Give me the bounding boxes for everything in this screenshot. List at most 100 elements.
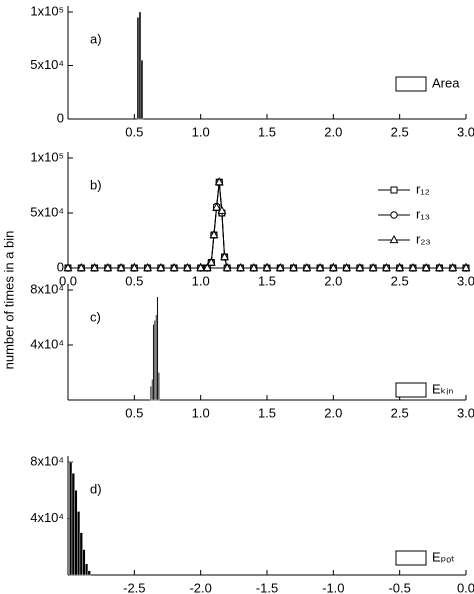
x-tick-label: -2.0 xyxy=(189,580,211,594)
x-tick-label: 1.0 xyxy=(192,405,210,420)
x-tick-label: -1.0 xyxy=(322,580,344,594)
marker xyxy=(275,262,285,272)
marker xyxy=(236,262,245,272)
x-tick-label: 3.0 xyxy=(457,273,474,288)
legend-label: r₂₃ xyxy=(416,231,431,246)
legend-label: r₁₂ xyxy=(416,181,430,196)
marker xyxy=(222,262,232,272)
marker xyxy=(169,262,179,272)
marker xyxy=(381,262,391,272)
marker xyxy=(116,262,126,272)
line xyxy=(68,182,466,269)
y-tick-label: 4x10⁴ xyxy=(30,510,64,525)
marker xyxy=(315,262,325,272)
marker xyxy=(129,262,139,272)
marker xyxy=(202,262,212,272)
panel-label: b) xyxy=(90,177,102,192)
bar xyxy=(77,511,81,576)
marker xyxy=(196,262,206,272)
marker xyxy=(143,262,153,272)
x-tick-label: -2.5 xyxy=(123,580,145,594)
bar xyxy=(158,372,160,401)
line xyxy=(68,182,466,269)
marker xyxy=(262,262,272,272)
marker xyxy=(206,257,216,266)
marker xyxy=(342,262,352,272)
marker xyxy=(214,177,224,186)
x-tick-label: 2.0 xyxy=(324,273,342,288)
line xyxy=(68,182,466,269)
marker xyxy=(103,262,113,272)
x-tick-label: 1.0 xyxy=(192,273,210,288)
x-tick-label: 0.5 xyxy=(125,124,143,139)
marker xyxy=(389,234,399,244)
y-tick-label: 1x10⁵ xyxy=(30,149,64,164)
x-tick-label: 2.5 xyxy=(391,124,409,139)
legend-label: Area xyxy=(432,75,460,90)
marker xyxy=(461,262,471,272)
bar xyxy=(138,11,142,120)
bar xyxy=(79,532,83,576)
x-tick-label: 0.0 xyxy=(457,580,474,594)
marker xyxy=(328,262,338,272)
x-tick-label: 1.5 xyxy=(258,124,276,139)
panel-label: a) xyxy=(90,31,102,46)
x-tick-label: 3.0 xyxy=(457,405,474,420)
bar xyxy=(87,570,91,576)
y-tick-label: 1x10⁵ xyxy=(30,3,64,18)
marker xyxy=(302,262,312,272)
marker xyxy=(435,262,444,272)
x-tick-label: 1.0 xyxy=(192,124,210,139)
marker xyxy=(421,262,431,272)
y-tick-label: 8x10⁴ xyxy=(30,453,64,468)
legend-swatch xyxy=(395,382,427,398)
y-tick-label: 8x10⁴ xyxy=(30,281,64,296)
bar xyxy=(71,473,75,576)
y-tick-label: 5x10⁴ xyxy=(30,204,64,219)
y-tick-label: 0 xyxy=(57,110,64,125)
bar xyxy=(82,549,86,576)
x-tick-label: -1.5 xyxy=(256,580,278,594)
marker xyxy=(395,262,405,272)
bar xyxy=(74,490,78,576)
marker xyxy=(368,262,378,272)
x-tick-label: 1.5 xyxy=(258,273,276,288)
x-tick-label: 2.5 xyxy=(391,273,409,288)
legend-swatch xyxy=(395,550,427,566)
marker xyxy=(209,229,219,239)
marker xyxy=(390,186,398,194)
y-axis-label: number of times in a bin xyxy=(1,231,16,370)
marker xyxy=(217,205,227,214)
marker xyxy=(390,211,398,219)
marker xyxy=(355,262,365,272)
legend-swatch xyxy=(395,76,427,92)
marker xyxy=(249,262,259,272)
legend-label: Eₚₒₜ xyxy=(432,549,455,564)
legend-label: r₁₃ xyxy=(416,206,430,221)
x-tick-label: 2.0 xyxy=(324,405,342,420)
x-tick-label: 0.0 xyxy=(59,273,77,288)
marker xyxy=(90,262,99,272)
y-tick-label: 0 xyxy=(57,259,64,274)
panel-label: c) xyxy=(90,309,101,324)
panel-label: d) xyxy=(90,481,102,496)
x-tick-label: 0.5 xyxy=(125,405,143,420)
bar xyxy=(156,296,159,401)
x-tick-label: 0.5 xyxy=(125,273,143,288)
marker xyxy=(448,262,458,272)
marker xyxy=(289,262,298,272)
x-tick-label: 3.0 xyxy=(457,124,474,139)
x-tick-label: 2.0 xyxy=(324,124,342,139)
marker xyxy=(63,262,73,272)
x-tick-label: 1.5 xyxy=(258,405,276,420)
bar xyxy=(136,17,140,120)
marker xyxy=(220,251,229,261)
marker xyxy=(76,262,86,272)
y-tick-label: 5x10⁴ xyxy=(30,57,64,72)
marker xyxy=(156,262,166,272)
marker xyxy=(408,262,418,272)
bar xyxy=(140,59,144,120)
y-tick-label: 4x10⁴ xyxy=(30,336,64,351)
bar xyxy=(85,563,89,576)
